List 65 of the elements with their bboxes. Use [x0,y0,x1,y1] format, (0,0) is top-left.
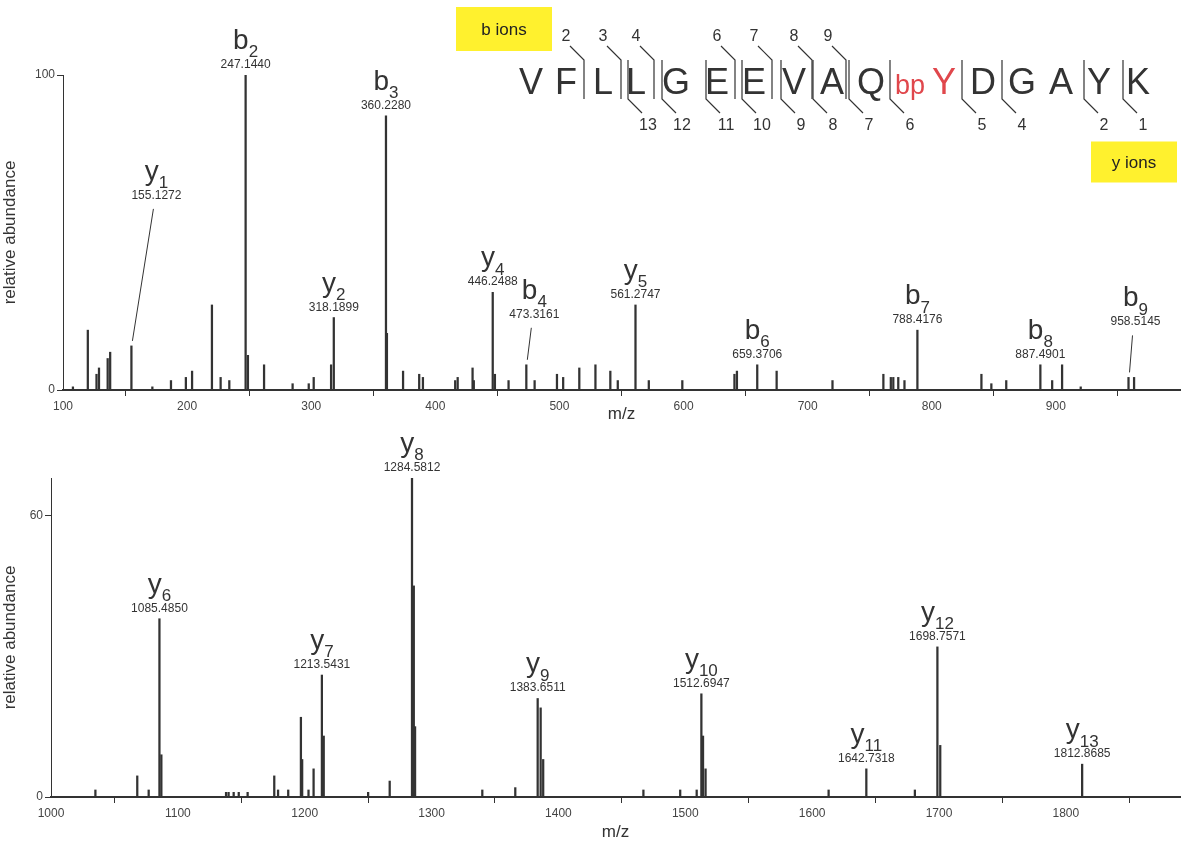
annotation: V [518,61,544,102]
annotation: Y [1086,61,1112,102]
text: 4 [631,27,641,44]
x-axis-title: m/z [607,404,636,424]
annotation: y ions [1111,153,1157,172]
annotation: A [819,61,845,102]
y-axis-title: relative abundance [0,160,19,305]
x-tick-label: 100 [52,398,74,413]
text: 3 [598,27,608,44]
annotation: Q [857,61,886,102]
annotation: D [970,61,996,102]
annotation: 318.1899 [308,299,360,314]
annotation: G [662,61,691,102]
annotation: 2 [1099,116,1109,133]
annotation: G [1008,61,1037,102]
annotation: 11 [717,116,735,133]
text: b ions [481,20,527,39]
annotation: A [1048,61,1074,102]
text: 8 [789,27,799,44]
annotation: bp [894,70,926,100]
x-tick-label: 400 [425,398,446,413]
text: 2 [561,27,571,44]
x-tick-label: 1200 [291,805,319,820]
x-tick-label: 1300 [418,805,446,820]
y-tick-label: 100 [34,67,56,82]
annotation: L [625,61,647,102]
annotation: 7 [864,116,874,133]
annotation: 6 [905,116,915,133]
x-tick-label: 1800 [1052,805,1080,820]
y-tick-label: 60 [29,507,44,522]
annotation: V [781,61,807,102]
x-tick-label: 200 [177,398,198,413]
x-tick-label: 1400 [545,805,573,820]
annotation: 9 [796,116,806,133]
annotation: 5 [977,116,987,133]
annotation: 10 [753,116,771,133]
x-tick-label: 1000 [37,805,65,820]
annotation: K [1125,61,1151,102]
annotation: E [704,61,730,102]
text: 9 [823,27,833,44]
x-axis-title: m/z [601,822,630,842]
annotation: 8 [828,116,838,133]
x-tick-label: 1500 [671,805,699,820]
x-tick-label: 800 [921,398,943,413]
annotation: F [555,61,577,102]
text: 6 [712,27,722,44]
x-tick-label: 1600 [798,805,826,820]
x-tick-label: 500 [549,398,570,413]
y-axis-title: relative abundance [0,565,19,710]
y-tick-label: 0 [36,789,44,804]
text: 7 [749,27,759,44]
annotation: 1 [1138,116,1148,133]
annotation: 4 [1017,116,1027,133]
annotation: Y [931,61,957,102]
annotation: 12 [673,116,691,133]
x-tick-label: 1100 [164,805,192,820]
annotation: E [741,61,767,102]
x-tick-label: 900 [1045,398,1067,413]
y-tick-label: 0 [48,382,56,397]
x-tick-label: 300 [301,398,322,413]
annotation: 13 [639,116,657,133]
x-tick-label: 700 [797,398,818,413]
x-tick-label: 600 [673,398,694,413]
x-tick-label: 1700 [925,805,953,820]
annotation: L [592,61,614,102]
